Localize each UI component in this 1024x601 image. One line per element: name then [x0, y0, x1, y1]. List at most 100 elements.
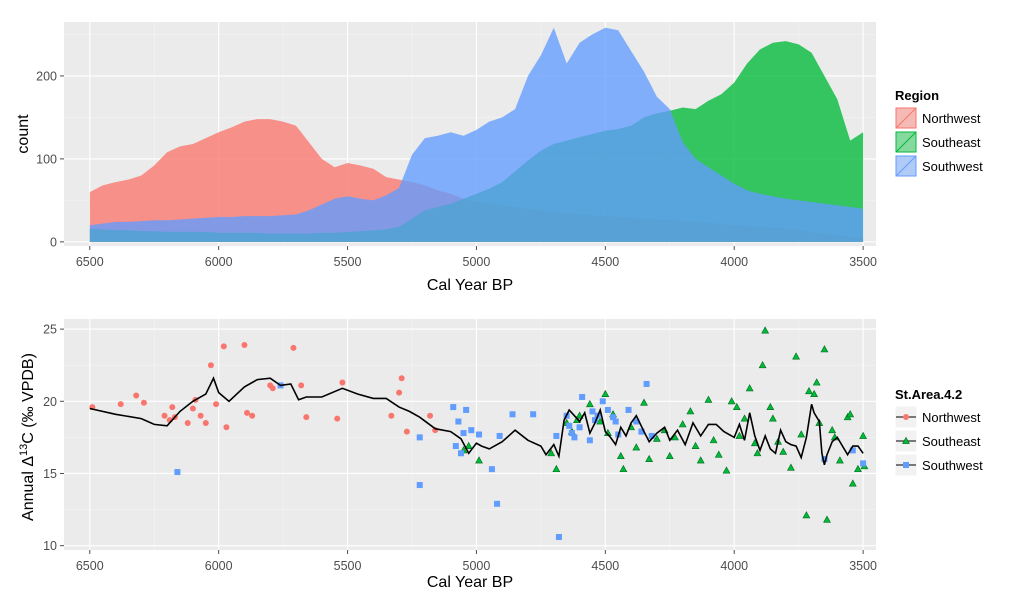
point-southwest	[633, 418, 640, 425]
point-southeast	[632, 443, 641, 451]
point-southwest	[860, 460, 867, 467]
point-southeast	[727, 397, 736, 405]
point-southwest	[604, 406, 611, 413]
point-southeast	[735, 431, 744, 439]
point-southwest	[643, 380, 650, 387]
y-tick-label: 20	[43, 395, 57, 409]
point-southeast	[552, 464, 561, 473]
area-chart-y-axis-label: count	[15, 114, 32, 154]
point-southeast	[645, 454, 654, 462]
point-southeast	[740, 414, 749, 422]
legend-swatch-diagonal	[895, 155, 917, 177]
point-southeast	[820, 345, 829, 353]
point-southwest	[571, 434, 578, 441]
scatter-chart-legend-items: Northwest Southeast Southwest	[894, 405, 983, 477]
point-southwest	[579, 393, 586, 400]
point-southwest	[463, 406, 470, 413]
x-tick-label: 3500	[849, 255, 877, 269]
y-tick-label: 200	[36, 69, 57, 83]
x-tick-label: 4000	[720, 559, 748, 573]
point-southeast	[787, 463, 795, 471]
legend-label-southwest: Southwest	[922, 159, 983, 174]
legend-marker-southwest	[903, 462, 909, 468]
point-northwest	[220, 343, 227, 350]
point-southeast	[753, 449, 762, 457]
point-southeast	[797, 430, 806, 438]
point-southeast	[575, 411, 584, 419]
point-northwest	[202, 419, 209, 426]
point-southeast	[768, 414, 777, 422]
point-southeast	[812, 378, 821, 386]
x-tick-label: 4000	[720, 255, 748, 269]
point-northwest	[298, 382, 305, 389]
point-northwest	[427, 412, 434, 419]
legend-marker-southeast	[902, 436, 910, 444]
point-southwest	[488, 466, 495, 473]
point-northwest	[334, 415, 341, 422]
y-tick-label: 0	[50, 235, 57, 249]
scatter-legend-entry-northwest: Northwest	[894, 405, 981, 429]
point-southwest	[416, 482, 423, 489]
point-northwest	[388, 412, 395, 419]
y-tick-label: 10	[43, 539, 57, 553]
legend-label-northwest: Northwest	[922, 410, 981, 425]
point-southeast	[709, 436, 718, 444]
point-southwest	[648, 432, 655, 439]
x-tick-label: 5000	[463, 255, 491, 269]
point-northwest	[403, 428, 410, 435]
point-southeast	[601, 389, 610, 397]
point-northwest	[339, 379, 346, 386]
point-southwest	[849, 447, 856, 454]
y-tick-label: 100	[36, 152, 57, 166]
point-southeast	[761, 326, 770, 334]
area-chart-legend-items: Northwest Southeast Southwest	[894, 106, 983, 178]
point-southeast	[585, 399, 594, 408]
point-northwest	[303, 414, 310, 421]
x-tick-label: 4500	[591, 255, 619, 269]
point-northwest	[213, 401, 220, 408]
scatter-chart-legend-title: St.Area.4.2	[895, 387, 962, 402]
point-southwest	[576, 424, 583, 431]
point-northwest	[269, 385, 276, 392]
point-southwest	[638, 428, 645, 435]
point-southeast	[805, 386, 813, 395]
legend-marker-northwest	[903, 414, 909, 420]
point-southwest	[555, 534, 562, 541]
point-northwest	[184, 419, 191, 426]
point-northwest	[169, 404, 176, 411]
point-southwest	[457, 450, 464, 457]
legend-swatch-diagonal	[895, 131, 917, 153]
point-southeast	[686, 407, 695, 415]
point-southeast	[846, 410, 855, 418]
point-southeast	[758, 360, 767, 369]
point-southeast	[836, 456, 844, 464]
scatter-legend-entry-southeast: Southeast	[894, 429, 981, 453]
point-southeast	[704, 395, 713, 403]
point-southwest	[599, 398, 606, 405]
point-southeast	[714, 450, 723, 458]
legend-label-southeast: Southeast	[922, 135, 981, 150]
scatter-chart-legend: St.Area.4.2 Northwest Southeast Southwest	[894, 387, 983, 477]
point-southeast	[792, 352, 800, 360]
point-southeast	[722, 466, 731, 474]
area-legend-entry-southeast: Southeast	[894, 130, 981, 154]
legend-label-northwest: Northwest	[922, 111, 981, 126]
point-southwest	[416, 434, 423, 441]
point-southeast	[766, 402, 775, 410]
x-tick-label: 5000	[463, 559, 491, 573]
point-southwest	[530, 411, 537, 418]
scatter-chart-x-ticks: 6500 6000 5500 5000 4500 4000 3500	[76, 550, 877, 573]
point-northwest	[244, 409, 251, 416]
scatter-chart-y-axis-label: Annual Δ13C (‰ VPDB)	[18, 353, 37, 521]
point-southeast	[652, 434, 661, 442]
point-southwest	[450, 404, 457, 411]
x-tick-label: 6000	[205, 255, 233, 269]
point-southeast	[665, 451, 674, 460]
point-southwest	[460, 430, 467, 437]
point-southeast	[616, 451, 625, 460]
point-southwest	[625, 406, 632, 413]
point-southwest	[821, 456, 828, 463]
area-chart-legend: Region Northwest Southeast Southwest	[894, 88, 983, 178]
point-southeast	[828, 425, 837, 434]
